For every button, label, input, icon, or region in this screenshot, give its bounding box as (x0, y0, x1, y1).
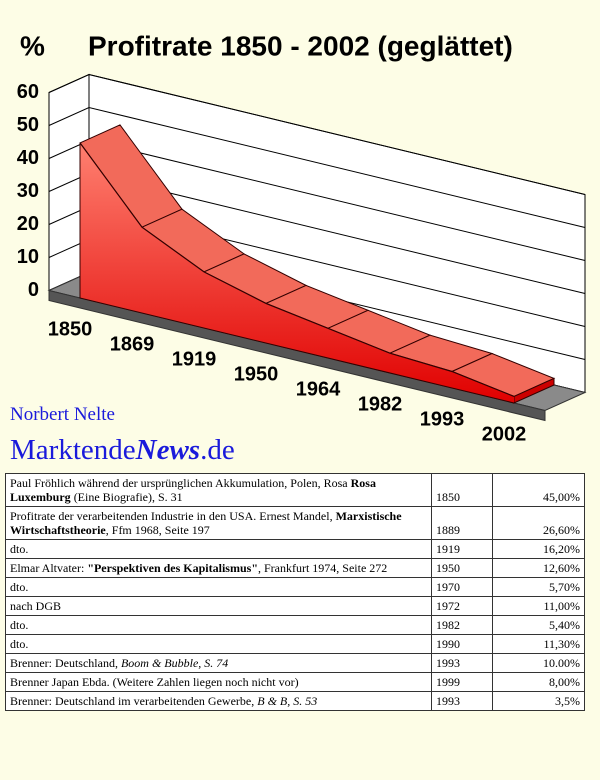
chart-title: Profitrate 1850 - 2002 (geglättet) (88, 30, 513, 61)
x-tick-label: 1850 (48, 318, 93, 340)
text: B & B, S. 53 (257, 694, 318, 708)
year-cell: 1889 (431, 506, 493, 540)
text: (Eine Biografie), S. 31 (70, 490, 183, 504)
text: Marxistische Wirtschaftstheorie (10, 509, 402, 537)
year-cell: 1972 (431, 596, 493, 616)
year-cell: 1993 (431, 691, 493, 711)
y-tick-label: 30 (17, 180, 39, 202)
table-row: Brenner: Deutschland im verarbeitenden G… (5, 691, 585, 711)
y-axis-label: % (20, 30, 45, 61)
x-tick-label: 1869 (110, 333, 155, 355)
rate-cell: 11,00% (492, 596, 585, 616)
website: MarktendeNews.de (10, 434, 235, 467)
x-tick-label: 1919 (172, 348, 217, 370)
source-cell: Profitrate der verarbeitenden Industrie … (5, 506, 432, 540)
rate-cell: 5,70% (492, 577, 585, 597)
area-front-face (80, 142, 514, 403)
rate-cell: 10.00% (492, 653, 585, 673)
year-cell: 1950 (431, 558, 493, 578)
year-cell: 1999 (431, 672, 493, 692)
table-row: dto. 1970 5,70% (5, 577, 585, 597)
text: Brenner: Deutschland, (10, 656, 121, 670)
table-row: Elmar Altvater: "Perspektiven des Kapita… (5, 558, 585, 578)
rate-cell: 3,5% (492, 691, 585, 711)
area-edge (79, 142, 515, 397)
x-tick-label: 2002 (482, 423, 527, 445)
source-cell: Brenner: Deutschland, Boom & Bubble, S. … (5, 653, 432, 673)
source-cell: Brenner Japan Ebda. (Weitere Zahlen lieg… (5, 672, 432, 692)
text: Brenner: Deutschland im verarbeitenden G… (10, 694, 258, 708)
source-table: Paul Fröhlich während der ursprünglichen… (5, 473, 585, 711)
x-tick-label: 1964 (296, 378, 341, 400)
rate-cell: 45,00% (492, 473, 585, 507)
text: "Perspektiven des Kapitalismus" (87, 561, 258, 575)
text: , Ffm 1968, Seite 197 (105, 523, 210, 537)
year-cell: 1919 (431, 539, 493, 559)
table-row: dto. 1990 11,30% (5, 634, 585, 654)
website-part: Marktende (10, 434, 136, 466)
rate-cell: 12,60% (492, 558, 585, 578)
rate-cell: 16,20% (492, 539, 585, 559)
table-row: nach DGB 1972 11,00% (5, 596, 585, 616)
website-part: News (135, 434, 201, 466)
y-tick-label: 60 (17, 81, 39, 103)
y-tick-label: 40 (17, 147, 39, 169)
source-cell: nach DGB (5, 596, 432, 616)
source-cell: dto. (5, 615, 432, 635)
year-cell: 1970 (431, 577, 493, 597)
rate-cell: 11,30% (492, 634, 585, 654)
table-row: Paul Fröhlich während der ursprünglichen… (5, 473, 585, 507)
chart: % Profitrate 1850 - 2002 (geglättet) 0 10… (17, 30, 587, 445)
y-tick-label: 50 (17, 114, 39, 136)
table-row: Profitrate der verarbeitenden Industrie … (5, 506, 585, 540)
table-row: dto. 1982 5,40% (5, 615, 585, 635)
rate-cell: 26,60% (492, 506, 585, 540)
rate-cell: 8,00% (492, 672, 585, 692)
text: , Frankfurt 1974, Seite 272 (257, 561, 388, 575)
source-cell: Brenner: Deutschland im verarbeitenden G… (5, 691, 432, 711)
x-tick-label: 1982 (358, 393, 403, 415)
year-cell: 1990 (431, 634, 493, 654)
year-cell: 1982 (431, 615, 493, 635)
text: Boom & Bubble, S. 74 (120, 656, 229, 670)
year-cell: 1993 (431, 653, 493, 673)
y-tick-label: 0 (28, 279, 39, 301)
text: Elmar Altvater: (10, 561, 88, 575)
year-cell: 1850 (431, 473, 493, 507)
x-tick-label: 1950 (234, 363, 279, 385)
source-cell: dto. (5, 539, 432, 559)
source-cell: dto. (5, 577, 432, 597)
text: Profitrate der verarbeitenden Industrie … (10, 509, 336, 523)
area-front-outline (79, 142, 515, 404)
y-tick-label: 10 (17, 246, 39, 268)
text: Rosa Luxemburg (10, 476, 376, 504)
author-name: Norbert Nelte (10, 404, 115, 425)
grid-line (48, 106, 586, 228)
text: Paul Fröhlich während der ursprünglichen… (10, 476, 351, 490)
y-tick-label: 20 (17, 213, 39, 235)
x-tick-label: 1993 (420, 408, 465, 430)
grid-line (48, 73, 586, 195)
source-cell: Elmar Altvater: "Perspektiven des Kapita… (5, 558, 432, 578)
table-row: Brenner Japan Ebda. (Weitere Zahlen lieg… (5, 672, 585, 692)
source-cell: dto. (5, 634, 432, 654)
rate-cell: 5,40% (492, 615, 585, 635)
table-row: Brenner: Deutschland, Boom & Bubble, S. … (5, 653, 585, 673)
website-part: .de (200, 434, 235, 466)
source-cell: Paul Fröhlich während der ursprünglichen… (5, 473, 432, 507)
table-row: dto. 1919 16,20% (5, 539, 585, 559)
